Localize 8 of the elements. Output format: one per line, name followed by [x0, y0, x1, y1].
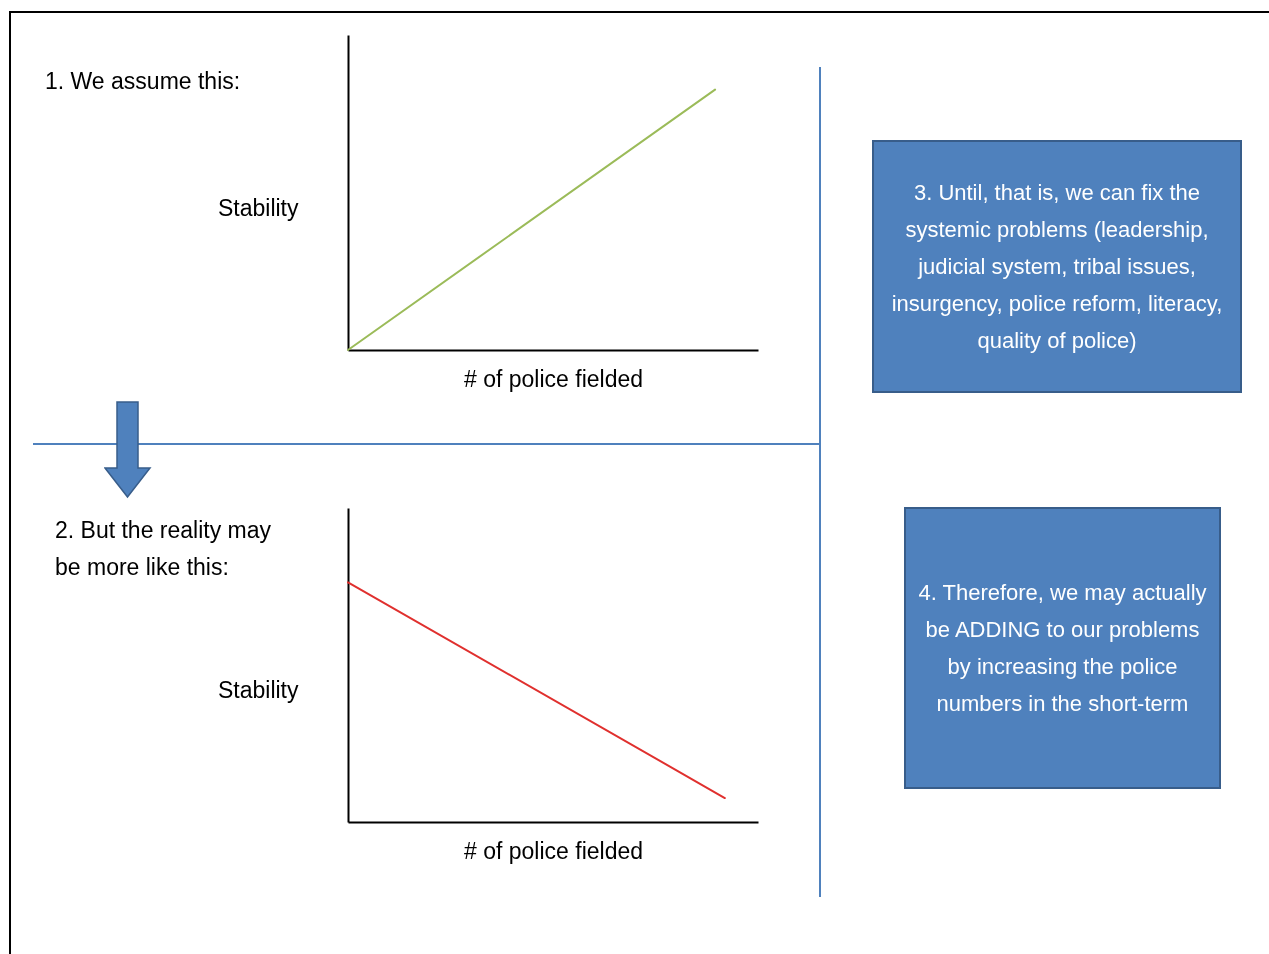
x-axis-title: # of police fielded — [463, 837, 644, 864]
y-axis-title: Stability — [217, 194, 299, 221]
x-axis-title: # of police fielded — [463, 365, 644, 392]
annotation: 3. Until, that is, we can fix the systemic problems (leadership, judicial system, tribal issues, insurgency, police reform, literacy, quality of police) — [890, 179, 1224, 355]
chart-title: 1. We assume this: — [45, 67, 242, 96]
chart-title: 2. But the reality may be more like this: — [55, 516, 273, 582]
text: 4. Therefore, we may actually be ADDING to our problems by increasing the police numbers in the short-term — [918, 579, 1207, 718]
y-axis-title: Stability — [217, 676, 299, 703]
